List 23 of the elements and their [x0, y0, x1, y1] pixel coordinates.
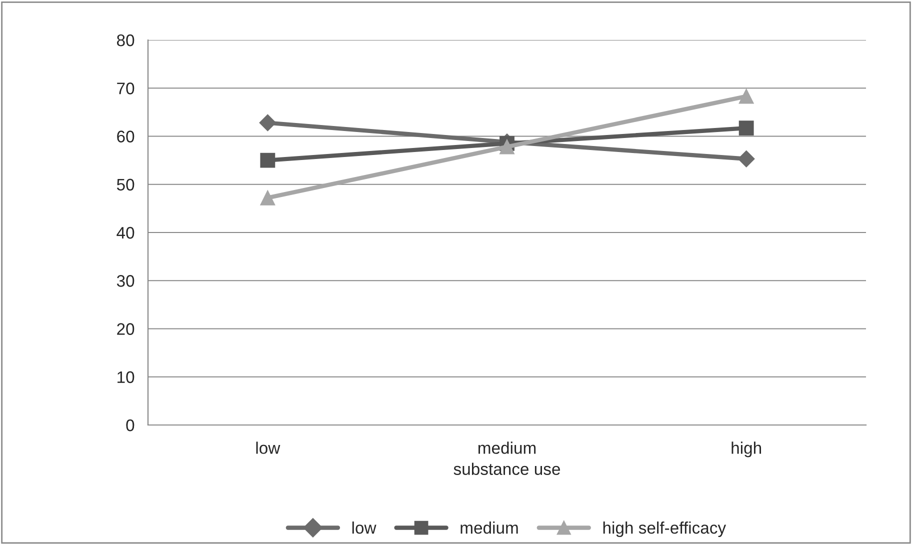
y-tick-label: 20: [117, 323, 134, 335]
legend-label: medium: [460, 522, 518, 534]
point: [260, 152, 276, 168]
y-tick-label: 80: [116, 34, 134, 46]
y-tick-label: 40: [116, 226, 134, 239]
point: [259, 114, 276, 132]
point: [738, 150, 755, 168]
y-tick-label: 50: [116, 178, 134, 191]
point: [738, 120, 754, 136]
point: [260, 190, 276, 206]
point: [738, 88, 754, 104]
x-tick-label: low: [256, 442, 280, 454]
y-tick-label: 30: [116, 275, 134, 287]
y-tick-label: 70: [117, 82, 134, 94]
x-axis-title: substance use: [454, 462, 560, 475]
y-tick-label: 0: [126, 419, 134, 432]
x-tick-label: high: [732, 442, 762, 458]
point: [500, 139, 514, 154]
legend-label: low: [352, 522, 376, 534]
y-tick-label: 60: [117, 130, 134, 142]
y-tick-label: 10: [118, 371, 134, 384]
x-tick-label: medium: [478, 442, 536, 454]
legend-label: high self-efficacy: [603, 522, 726, 538]
